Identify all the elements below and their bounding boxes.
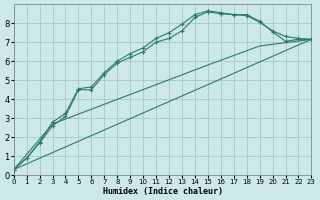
X-axis label: Humidex (Indice chaleur): Humidex (Indice chaleur) [102, 187, 222, 196]
